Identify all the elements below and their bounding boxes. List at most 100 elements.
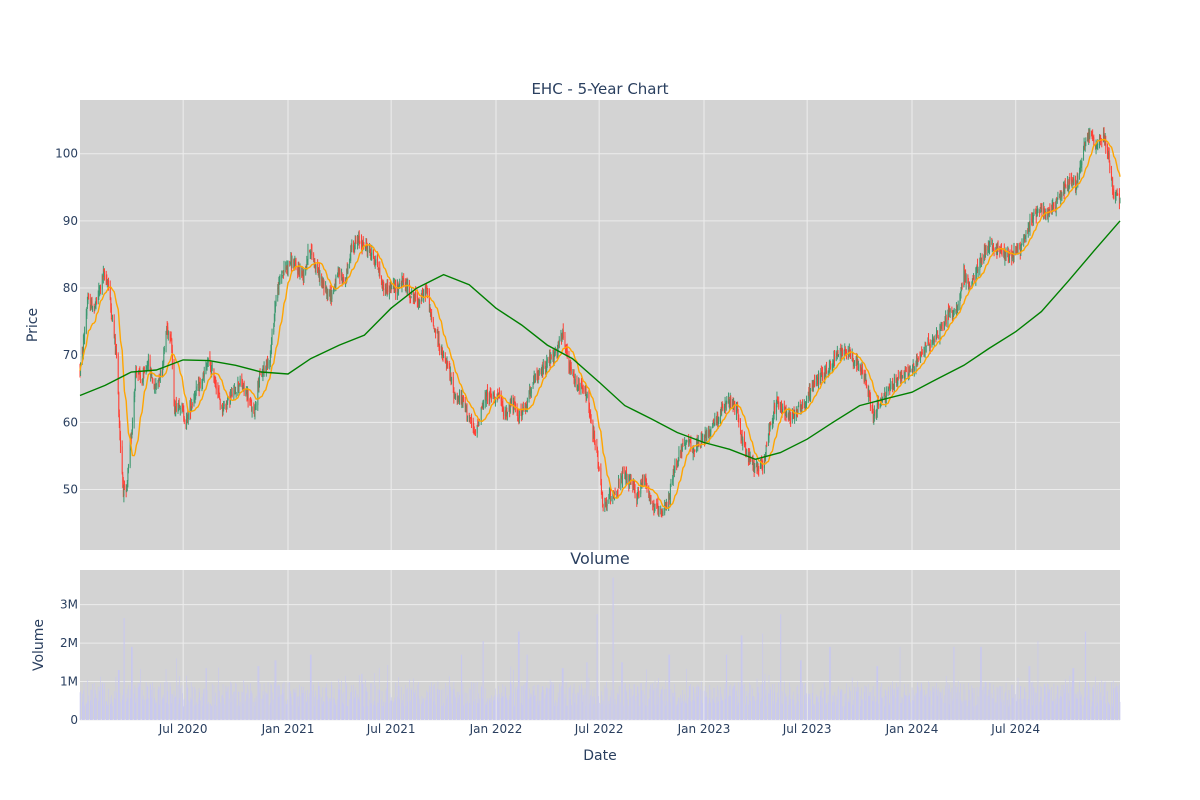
volume-bar <box>646 669 647 720</box>
volume-bar <box>190 697 191 720</box>
candle-body <box>602 505 604 506</box>
candle-body <box>786 414 788 418</box>
volume-bar <box>894 688 895 720</box>
candle-body <box>113 320 115 337</box>
candle-body <box>509 402 511 413</box>
candle-body <box>598 468 600 470</box>
volume-bar <box>681 698 683 720</box>
candle-body <box>854 360 855 363</box>
volume-bar <box>805 683 806 720</box>
volume-bar <box>82 701 84 720</box>
volume-bar <box>215 705 217 720</box>
volume-bar <box>263 695 264 720</box>
candle-body <box>273 324 275 333</box>
volume-bar <box>99 691 100 720</box>
volume-bar <box>174 698 175 720</box>
volume-axis-label: Volume <box>31 619 47 671</box>
volume-bar <box>971 685 973 720</box>
volume-bar <box>656 687 658 720</box>
volume-bar <box>965 700 966 720</box>
candle-body <box>662 511 664 516</box>
volume-bar <box>566 705 567 720</box>
volume-bar <box>441 705 443 720</box>
volume-bar <box>475 698 476 720</box>
candle-body <box>385 285 387 290</box>
candle-body <box>435 330 437 334</box>
volume-bar <box>947 682 949 720</box>
volume-bar <box>531 694 532 720</box>
volume-bar <box>282 689 283 720</box>
volume-bar <box>550 684 552 720</box>
candle-body <box>419 300 421 304</box>
volume-bar <box>128 685 129 720</box>
volume-bar <box>210 705 212 720</box>
volume-bar <box>403 693 405 720</box>
volume-bar <box>401 702 403 720</box>
candle-body <box>311 250 313 256</box>
volume-bar <box>860 706 862 720</box>
volume-bar <box>777 697 779 720</box>
candle-body <box>148 359 149 367</box>
volume-bar <box>238 691 239 720</box>
volume-bar <box>674 683 675 720</box>
volume-bar <box>1081 704 1083 720</box>
volume-bar <box>369 703 371 720</box>
volume-bar <box>661 689 663 720</box>
candle-body <box>156 384 157 386</box>
volume-bar <box>110 704 112 720</box>
volume-bar <box>231 694 233 720</box>
volume-bar <box>577 695 579 720</box>
volume-bar <box>923 695 925 720</box>
candle-body <box>969 282 971 287</box>
volume-bar <box>961 701 963 720</box>
volume-bar <box>879 690 881 720</box>
candle-body <box>765 444 767 455</box>
candle-body <box>1049 208 1051 212</box>
candle-body <box>243 382 245 391</box>
candle-body <box>997 246 999 250</box>
candle-body <box>92 308 94 311</box>
volume-bar <box>86 702 88 720</box>
volume-bar <box>385 702 386 720</box>
volume-bar <box>1061 684 1063 720</box>
candle-body <box>570 367 572 374</box>
volume-bar <box>774 683 775 720</box>
volume-bar <box>936 682 937 720</box>
volume-bar <box>265 691 267 720</box>
volume-bar <box>1097 702 1099 720</box>
volume-bar <box>752 696 754 720</box>
volume-bar <box>105 700 107 720</box>
volume-bar <box>1068 692 1070 720</box>
candle-body <box>134 375 136 391</box>
candle-body <box>722 406 724 410</box>
volume-bar <box>944 703 946 720</box>
volume-bar <box>484 688 486 720</box>
volume-bar <box>512 693 514 720</box>
volume-bar <box>1023 698 1025 720</box>
volume-bar <box>1008 706 1009 720</box>
volume-bar <box>1095 694 1097 720</box>
volume-bar <box>717 701 719 720</box>
volume-bar <box>175 697 177 720</box>
volume-bar <box>409 679 410 720</box>
volume-bar <box>557 705 558 720</box>
candle-body <box>1033 215 1034 220</box>
volume-bar <box>693 687 695 720</box>
candle-body <box>762 465 764 468</box>
candle-body <box>133 395 135 423</box>
candle-body <box>279 279 281 281</box>
volume-bar <box>924 697 926 720</box>
volume-bar <box>158 686 159 720</box>
volume-bar <box>113 698 115 720</box>
volume-bar <box>1099 682 1100 720</box>
volume-bar <box>788 695 790 720</box>
candle-body <box>315 264 317 269</box>
candle-body <box>527 398 528 410</box>
candle-body <box>1093 137 1095 146</box>
volume-bar <box>389 703 390 720</box>
volume-bar <box>222 684 224 720</box>
volume-bar <box>972 693 974 720</box>
volume-bar <box>1056 704 1058 720</box>
volume-bar <box>708 698 710 720</box>
volume-bar <box>319 685 320 720</box>
